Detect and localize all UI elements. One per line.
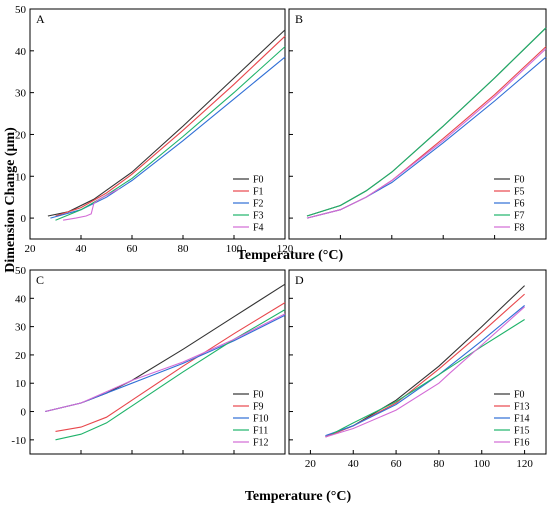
x-tick-label: 100 xyxy=(474,458,491,470)
x-tick-label: 60 xyxy=(391,458,403,470)
legend-label-F7: F7 xyxy=(514,211,525,222)
series-line-F3 xyxy=(55,46,286,221)
series-line-F9 xyxy=(55,302,286,432)
panel-frame xyxy=(288,8,547,240)
y-tick-label: 30 xyxy=(15,88,27,100)
series-line-F10 xyxy=(45,314,286,413)
x-tick-label: 40 xyxy=(76,243,88,255)
series-line-F4 xyxy=(63,188,120,221)
x-tick-label: 20 xyxy=(305,458,317,470)
x-axis-title-top: Temperature (°C) xyxy=(237,248,344,263)
series-line-F2 xyxy=(50,56,286,219)
panel-letter: A xyxy=(36,12,45,26)
y-tick-label: 30 xyxy=(15,322,27,334)
series-line-F1 xyxy=(55,35,286,217)
series-line-F5 xyxy=(306,46,547,219)
y-tick-label: 10 xyxy=(15,171,27,183)
x-axis-title-bottom: Temperature (°C) xyxy=(245,489,352,504)
panel-frame xyxy=(29,8,286,240)
y-tick-label: 10 xyxy=(15,378,27,390)
panel-letter: D xyxy=(295,273,304,287)
legend-label-F15: F15 xyxy=(514,426,530,437)
y-tick-label: 50 xyxy=(15,4,27,16)
legend-label-F5: F5 xyxy=(514,187,525,198)
series-line-F8 xyxy=(306,48,547,219)
legend-label-F3: F3 xyxy=(253,211,264,222)
legend-label-F2: F2 xyxy=(253,199,264,210)
y-tick-label: 20 xyxy=(15,129,27,141)
series-line-F6 xyxy=(306,56,547,219)
y-tick-label: 0 xyxy=(21,213,27,225)
y-tick-label: 20 xyxy=(15,350,27,362)
series-line-F12 xyxy=(45,313,286,413)
x-tick-label: 60 xyxy=(127,243,139,255)
panel-frame xyxy=(29,269,286,455)
legend-label-F0: F0 xyxy=(253,390,264,401)
y-tick-label: 50 xyxy=(15,265,27,277)
y-tick-label: 40 xyxy=(15,293,27,305)
y-tick-label: 40 xyxy=(15,46,27,58)
series-line-F0 xyxy=(325,285,525,438)
legend-label-F4: F4 xyxy=(253,223,264,234)
legend-label-F9: F9 xyxy=(253,402,264,413)
legend-label-F13: F13 xyxy=(514,402,530,413)
legend-label-F1: F1 xyxy=(253,187,264,198)
x-tick-label: 120 xyxy=(516,458,533,470)
x-tick-label: 20 xyxy=(25,243,37,255)
legend-label-F14: F14 xyxy=(514,414,530,425)
legend-label-F12: F12 xyxy=(253,438,269,449)
x-tick-label: 80 xyxy=(433,458,445,470)
legend-label-F8: F8 xyxy=(514,223,525,234)
x-tick-label: 80 xyxy=(178,243,190,255)
series-line-F0 xyxy=(306,27,547,217)
legend-label-F0: F0 xyxy=(514,390,525,401)
y-tick-label: 0 xyxy=(21,407,27,419)
series-line-F0 xyxy=(47,29,286,217)
y-axis-title: Dimension Change (μm) xyxy=(3,127,18,273)
panel-frame xyxy=(288,269,547,455)
series-line-F13 xyxy=(325,293,525,438)
y-tick-label: -10 xyxy=(11,435,26,447)
legend-label-F6: F6 xyxy=(514,199,525,210)
legend-label-F11: F11 xyxy=(253,426,268,437)
x-tick-label: 120 xyxy=(277,243,294,255)
panel-letter: B xyxy=(295,12,303,26)
legend-label-F16: F16 xyxy=(514,438,530,449)
legend-label-F10: F10 xyxy=(253,414,269,425)
x-tick-label: 40 xyxy=(348,458,360,470)
x-tick-label: 100 xyxy=(226,243,243,255)
series-line-F15 xyxy=(331,319,525,435)
legend-label-F0: F0 xyxy=(514,175,525,186)
series-line-F7 xyxy=(306,27,547,217)
series-line-F14 xyxy=(325,304,525,437)
legend-label-F0: F0 xyxy=(253,175,264,186)
panel-letter: C xyxy=(36,273,44,287)
series-line-F16 xyxy=(325,306,525,438)
series-line-F0 xyxy=(45,283,286,413)
panels: 20 40 60 80 100 12001020304050AF0F1F2F3F4BF0F… xyxy=(11,4,547,470)
